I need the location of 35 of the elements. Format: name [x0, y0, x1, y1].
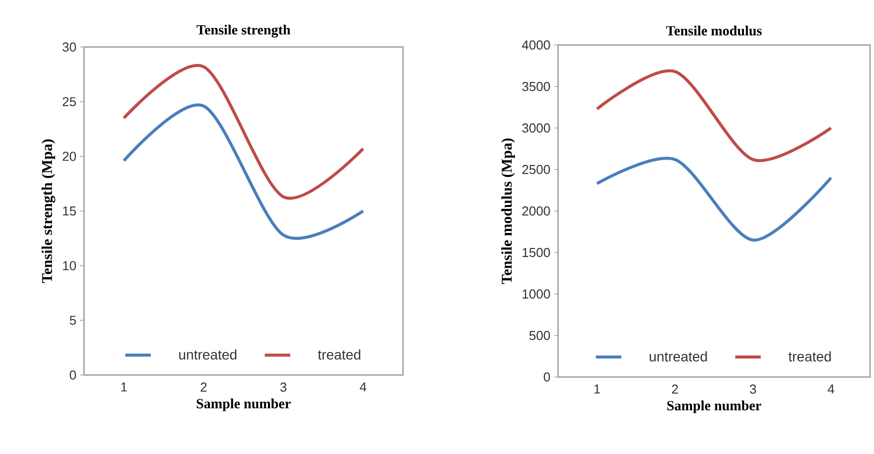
y-axis-title: Tensile strength (Mpa)	[42, 139, 56, 283]
x-axis-title: Sample number	[196, 398, 291, 412]
y-tick-label: 25	[62, 97, 76, 106]
y-axis-title: Tensile modulus (Mpa)	[501, 138, 515, 284]
y-tick-label: 3500	[522, 82, 550, 92]
x-tick-label: 3	[750, 384, 756, 394]
x-tick-label: 4	[828, 384, 834, 394]
x-tick-label: 1	[121, 382, 127, 392]
y-tick-label: 4000	[522, 40, 550, 50]
x-tick-label: 3	[280, 382, 286, 392]
y-tick-label: 5	[70, 316, 76, 325]
y-tick-label: 500	[529, 330, 550, 340]
y-tick-label: 3000	[522, 123, 550, 133]
x-axis-title: Sample number	[667, 400, 762, 414]
y-tick-label: 15	[63, 206, 76, 216]
legend-label: untreated	[650, 351, 707, 362]
x-tick-label: 4	[360, 382, 366, 392]
chart-title: Tensile modulus	[666, 26, 762, 36]
y-tick-label: 2500	[522, 164, 550, 174]
y-tick-label: 30	[62, 42, 76, 52]
legend-label: untreated	[179, 349, 236, 360]
x-tick-label: 1	[594, 384, 600, 394]
legend-label: treated	[318, 349, 360, 360]
y-tick-label: 0	[544, 372, 550, 382]
chart-title: Tensile strength	[196, 24, 290, 38]
y-tick-label: 2000	[522, 206, 550, 216]
y-tick-label: 0	[70, 370, 76, 380]
y-tick-label: 1500	[522, 248, 550, 258]
y-tick-label: 10	[63, 261, 76, 270]
line-series	[596, 69, 833, 162]
y-tick-label: 20	[62, 152, 76, 161]
y-tick-label: 1000	[522, 289, 550, 299]
x-tick-label: 2	[672, 384, 678, 394]
legend-label: treated	[788, 351, 831, 362]
x-tick-label: 2	[200, 382, 207, 392]
